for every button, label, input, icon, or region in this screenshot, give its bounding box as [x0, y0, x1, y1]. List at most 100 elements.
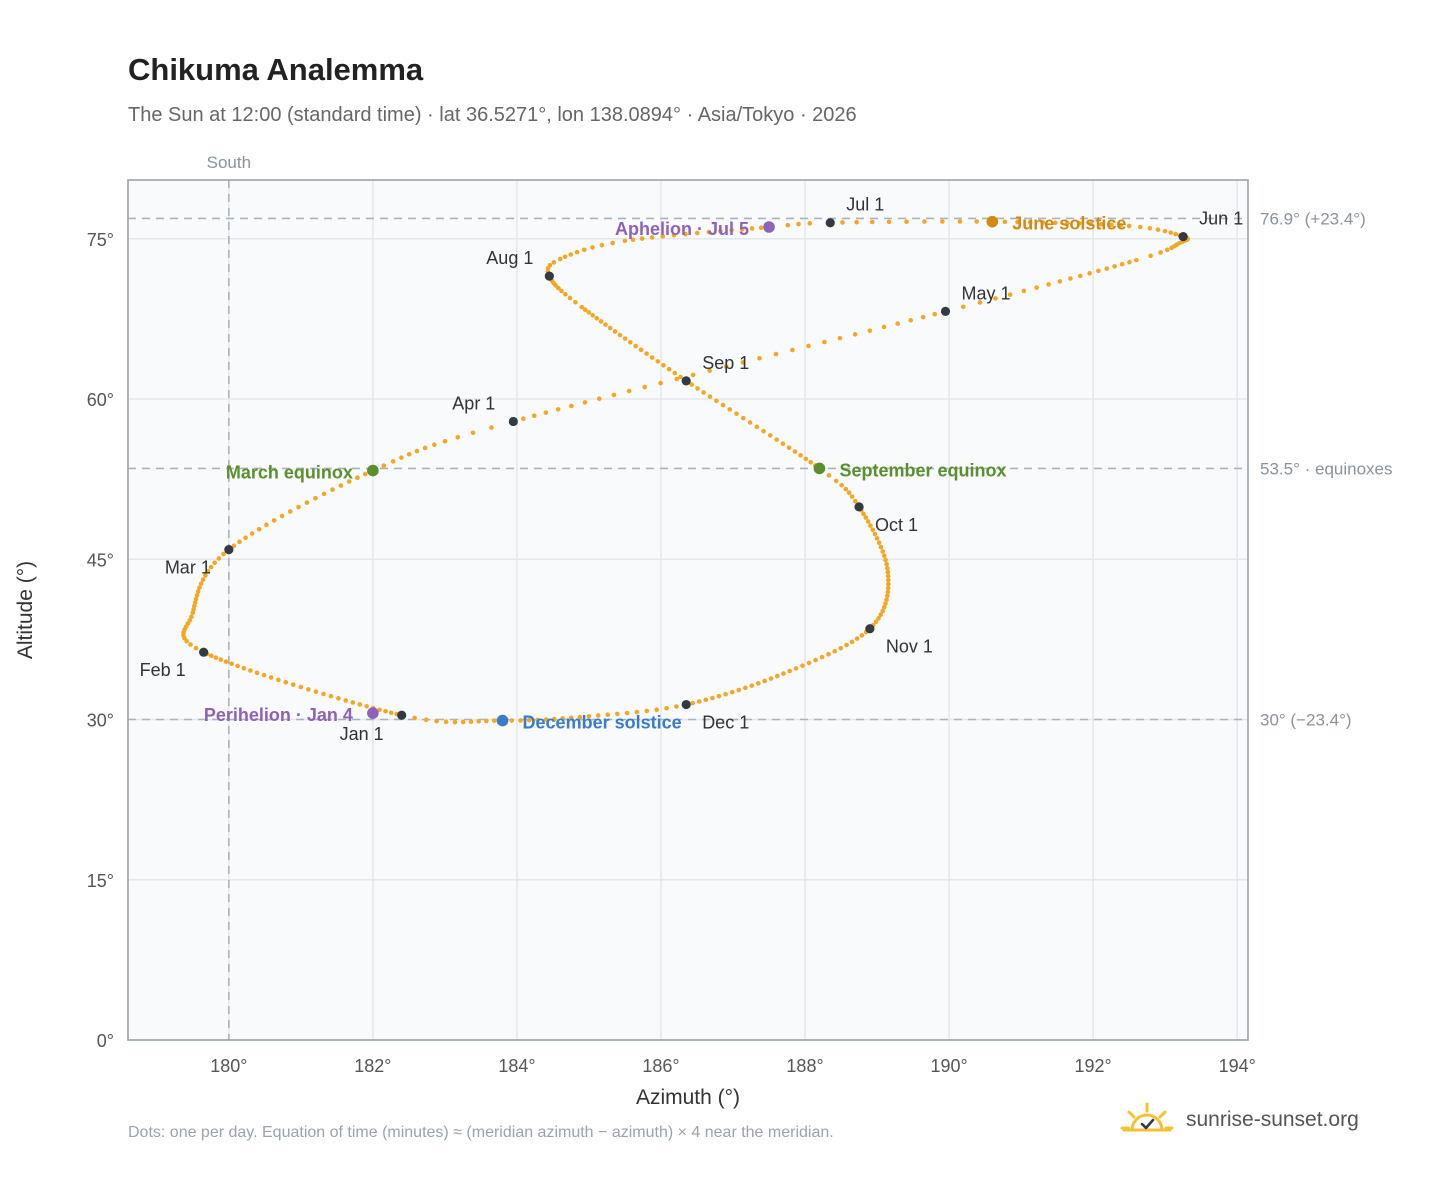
y-axis-label: Altitude (°): [14, 561, 37, 659]
daily-sun-dot: [526, 717, 532, 723]
daily-sun-dot: [574, 249, 580, 255]
x-axis-label: Azimuth (°): [636, 1086, 740, 1109]
daily-sun-dot: [886, 577, 891, 583]
daily-sun-dot: [854, 636, 860, 641]
daily-sun-dot: [649, 355, 655, 360]
daily-sun-dot: [755, 681, 761, 686]
daily-sun-dot: [885, 569, 891, 575]
daily-sun-dot: [321, 691, 326, 697]
month-marker: [681, 699, 691, 710]
daily-sun-dot: [736, 687, 742, 693]
daily-sun-dot: [336, 696, 341, 701]
daily-sun-dot: [1027, 219, 1033, 225]
daily-sun-dot: [1158, 250, 1163, 255]
daily-sun-dot: [412, 715, 417, 721]
x-tick-label: 190°: [930, 1056, 967, 1076]
daily-sun-dot: [822, 339, 827, 345]
daily-sun-dot: [880, 549, 885, 554]
daily-sun-dot: [622, 336, 628, 341]
month-label: Jun 1: [1199, 209, 1243, 229]
brand[interactable]: sunrise-sunset.org: [1120, 1100, 1359, 1140]
chart-title: Chikuma Analemma: [128, 52, 424, 87]
x-tick-label: 180°: [210, 1056, 247, 1076]
daily-sun-dot: [455, 435, 461, 440]
daily-sun-dot: [654, 707, 659, 713]
daily-sun-dot: [720, 402, 726, 408]
daily-sun-dot: [1162, 228, 1168, 234]
month-label: Aug 1: [486, 248, 533, 268]
daily-sun-dot: [707, 368, 712, 374]
daily-sun-dot: [920, 314, 926, 320]
daily-sun-dot: [582, 307, 588, 313]
daily-sun-dot: [867, 328, 873, 333]
daily-sun-dot: [383, 709, 388, 714]
daily-sun-dot: [683, 231, 688, 237]
y-tick-label: 0°: [97, 1031, 114, 1051]
x-tick-label: 194°: [1219, 1056, 1256, 1076]
daily-sun-dot: [306, 687, 311, 692]
daily-sun-dot: [1087, 271, 1092, 276]
daily-sun-dot: [1164, 247, 1170, 253]
reference-line-label: 76.9° (+23.4°): [1260, 209, 1366, 228]
daily-sun-dot: [838, 645, 844, 651]
month-label: Jul 1: [846, 195, 884, 215]
daily-sun-dot: [1148, 253, 1153, 259]
daily-sun-dot: [205, 569, 211, 574]
daily-sun-dot: [1021, 288, 1027, 294]
month-marker: [825, 218, 835, 228]
daily-sun-dot: [1068, 276, 1073, 281]
plot-frame: [127, 179, 1249, 1041]
daily-sun-dot: [695, 386, 700, 391]
daily-sun-dot: [223, 659, 229, 664]
x-tick-label: 188°: [786, 1056, 823, 1076]
daily-sun-dot: [630, 237, 636, 243]
daily-sun-dot: [1078, 273, 1083, 279]
daily-sun-dot: [718, 228, 723, 234]
daily-sun-dot: [321, 491, 327, 497]
daily-sun-dot: [256, 526, 262, 532]
x-tick-label: 182°: [354, 1056, 391, 1076]
daily-sun-dot: [350, 700, 356, 705]
daily-sun-dot: [729, 689, 735, 695]
daily-sun-dot: [261, 672, 267, 678]
daily-sun-dot: [1104, 266, 1110, 271]
daily-sun-dot: [605, 712, 611, 718]
daily-sun-dot: [611, 392, 617, 398]
daily-sun-dot: [590, 245, 595, 250]
daily-sun-dot: [885, 565, 890, 571]
daily-sun-dot: [231, 543, 237, 549]
daily-sun-dot: [476, 719, 482, 724]
daily-sun-dot: [596, 396, 602, 402]
brand-name[interactable]: sunrise-sunset.org: [1186, 1108, 1359, 1131]
daily-sun-dot: [543, 717, 549, 722]
daily-sun-dot: [854, 219, 859, 225]
y-tick-label: 60°: [87, 390, 114, 410]
daily-sun-dot: [1112, 264, 1117, 269]
daily-sun-dot: [432, 442, 437, 448]
daily-sun-dot: [193, 596, 199, 602]
daily-sun-dot: [283, 679, 289, 685]
daily-sun-dot: [754, 424, 760, 430]
daily-sun-dot: [562, 254, 568, 260]
daily-sun-dot: [727, 407, 732, 412]
x-tick-label: 192°: [1075, 1056, 1112, 1076]
daily-sun-dot: [701, 390, 706, 395]
daily-sun-dot: [1007, 292, 1013, 297]
daily-sun-dot: [313, 689, 319, 694]
daily-sun-dot: [610, 240, 616, 246]
daily-sun-dot: [880, 608, 885, 614]
daily-sun-dot: [594, 316, 600, 321]
daily-sun-dot: [198, 581, 204, 586]
daily-sun-dot: [1015, 219, 1020, 225]
daily-sun-dot: [218, 657, 224, 662]
daily-sun-dot: [414, 448, 420, 454]
daily-sun-dot: [876, 615, 881, 621]
daily-sun-dot: [706, 229, 712, 235]
daily-sun-dot: [188, 642, 193, 647]
daily-sun-dot: [839, 482, 844, 488]
daily-sun-dot: [590, 312, 595, 318]
daily-sun-dot: [870, 527, 876, 533]
daily-sun-dot: [881, 324, 887, 330]
daily-sun-dot: [209, 653, 214, 659]
daily-sun-dot: [1002, 219, 1008, 225]
